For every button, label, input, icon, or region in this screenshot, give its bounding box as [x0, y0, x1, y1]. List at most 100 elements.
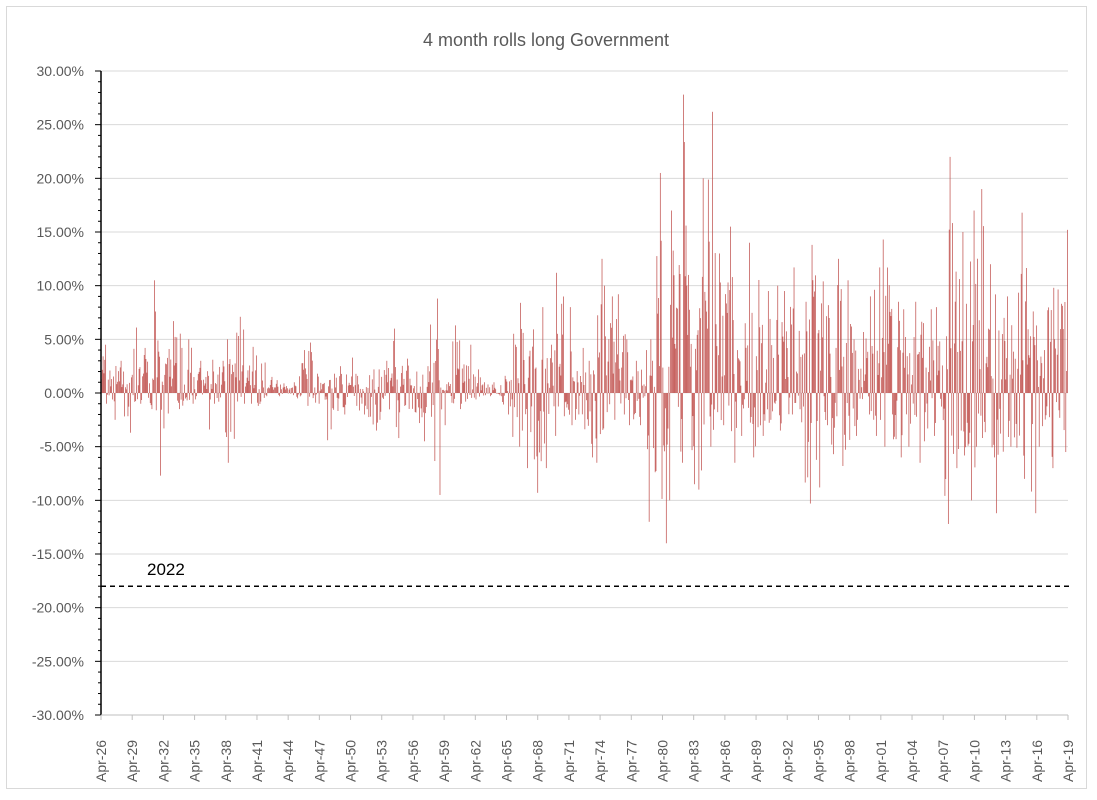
- bar: [1024, 393, 1026, 479]
- bar: [744, 323, 746, 393]
- bar: [544, 393, 545, 444]
- bar: [1041, 363, 1043, 393]
- bar: [473, 374, 474, 393]
- bar: [803, 393, 804, 407]
- bar: [927, 393, 929, 429]
- bar: [386, 360, 388, 393]
- bar: [689, 309, 690, 393]
- bar: [458, 369, 460, 393]
- bar: [159, 356, 161, 393]
- bar: [378, 369, 380, 393]
- bar: [196, 393, 197, 397]
- bar: [194, 389, 196, 393]
- bar: [647, 393, 649, 436]
- bar: [575, 393, 576, 420]
- bar: [580, 376, 581, 393]
- bar: [251, 393, 252, 404]
- bar: [665, 393, 666, 409]
- bar: [112, 393, 113, 400]
- bar: [195, 393, 197, 400]
- bar: [917, 354, 918, 393]
- bar: [271, 376, 273, 393]
- bar: [920, 334, 922, 393]
- bar: [215, 384, 217, 393]
- bar: [779, 393, 780, 416]
- bar: [422, 374, 424, 393]
- bar: [384, 393, 386, 396]
- bar: [531, 393, 533, 407]
- bar: [935, 393, 936, 423]
- bar: [549, 387, 551, 393]
- bar: [356, 393, 358, 406]
- bar: [917, 354, 919, 393]
- bar: [264, 362, 266, 393]
- bar: [755, 393, 756, 447]
- bar: [116, 384, 118, 393]
- bar: [797, 373, 798, 393]
- bar: [616, 319, 617, 393]
- bar: [640, 393, 641, 426]
- bar: [475, 393, 477, 400]
- bar: [371, 379, 373, 393]
- bar: [262, 380, 263, 393]
- bar: [683, 94, 684, 394]
- bar: [627, 352, 629, 393]
- bar: [940, 393, 941, 399]
- bar: [407, 358, 408, 393]
- bar: [523, 360, 525, 393]
- bar: [456, 341, 458, 393]
- bar: [244, 393, 245, 404]
- bar: [717, 393, 719, 413]
- bar: [1058, 393, 1060, 411]
- bar: [470, 344, 472, 393]
- bar: [283, 383, 285, 393]
- bar: [716, 346, 718, 393]
- bar: [766, 369, 767, 393]
- bar: [432, 393, 434, 406]
- bar: [352, 357, 353, 393]
- bar: [492, 390, 494, 393]
- bar: [540, 393, 542, 462]
- bar: [106, 393, 107, 404]
- bar: [320, 382, 322, 393]
- x-tick-label: Apr-19: [1060, 740, 1076, 782]
- bar: [119, 381, 120, 393]
- bar: [692, 393, 694, 417]
- bar: [365, 393, 366, 406]
- bar: [677, 393, 679, 407]
- bar: [315, 393, 317, 403]
- bar: [973, 210, 975, 393]
- bar: [843, 356, 845, 393]
- bar: [990, 376, 992, 393]
- bar: [511, 393, 513, 400]
- bar: [125, 387, 126, 393]
- bar: [1050, 310, 1052, 393]
- bar: [936, 375, 938, 393]
- bar: [303, 369, 305, 393]
- bar: [552, 385, 554, 393]
- bar: [380, 393, 382, 412]
- bar: [412, 393, 413, 409]
- bar: [937, 345, 939, 393]
- bar: [786, 348, 788, 393]
- bar: [567, 393, 569, 405]
- bar: [615, 362, 617, 393]
- bar: [302, 363, 304, 393]
- bar: [855, 350, 857, 393]
- bar: [719, 282, 721, 393]
- bar: [924, 393, 926, 413]
- bar: [325, 393, 327, 397]
- bar: [1004, 341, 1006, 393]
- bar: [408, 393, 410, 409]
- y-tick-label: -15.00%: [32, 546, 84, 562]
- bar: [996, 393, 998, 420]
- bar: [158, 351, 160, 393]
- bar: [219, 366, 221, 393]
- bar: [268, 387, 269, 393]
- bar: [872, 353, 874, 393]
- bar: [525, 393, 527, 415]
- bar: [135, 393, 137, 401]
- bar: [1017, 368, 1019, 393]
- bar: [207, 371, 209, 393]
